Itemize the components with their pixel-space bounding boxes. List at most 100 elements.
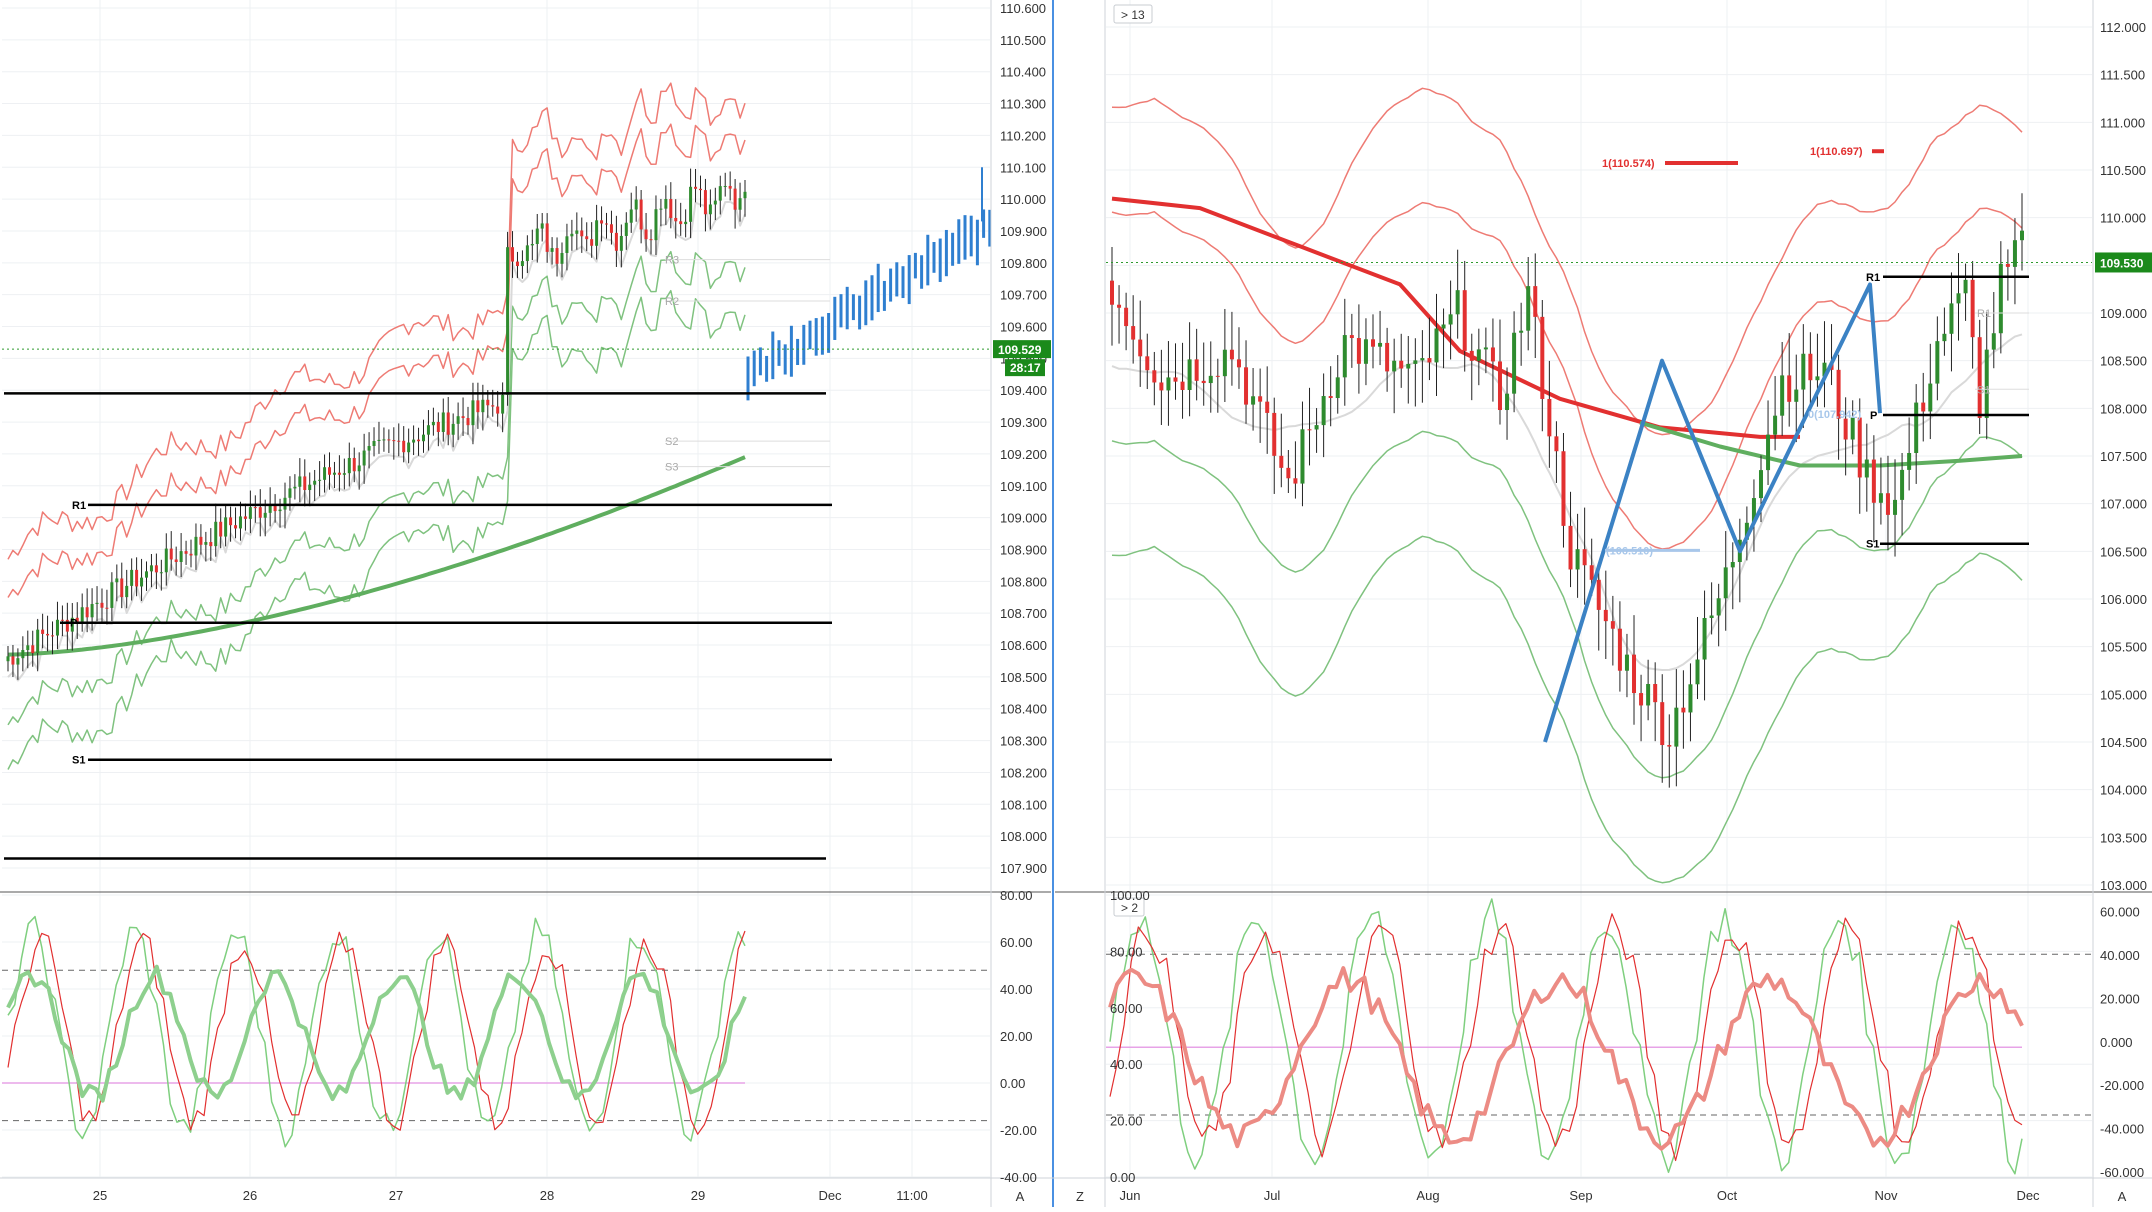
candle-body[interactable] — [1716, 598, 1721, 616]
candle-body[interactable] — [2012, 240, 2017, 267]
candle-body[interactable] — [1378, 342, 1383, 347]
candle-body[interactable] — [585, 236, 589, 240]
candle-body[interactable] — [308, 484, 312, 491]
candle-body[interactable] — [105, 607, 109, 609]
candle-body[interactable] — [1265, 401, 1270, 413]
candle-body[interactable] — [1490, 347, 1495, 362]
candle-body[interactable] — [337, 472, 341, 475]
candle-body[interactable] — [501, 394, 505, 414]
candle-body[interactable] — [614, 232, 618, 251]
candle-body[interactable] — [550, 248, 554, 252]
candle-body[interactable] — [471, 400, 475, 426]
candle-body[interactable] — [1208, 375, 1213, 384]
candle-body[interactable] — [1441, 324, 1446, 329]
candle-body[interactable] — [164, 548, 168, 573]
candle-body[interactable] — [634, 199, 638, 210]
candle-body[interactable] — [204, 542, 208, 545]
candle-body[interactable] — [1131, 326, 1136, 340]
candle-body[interactable] — [1822, 362, 1827, 377]
candle-body[interactable] — [1201, 380, 1206, 384]
candle-body[interactable] — [1554, 436, 1559, 452]
candle-body[interactable] — [219, 521, 223, 537]
candle-body[interactable] — [733, 188, 737, 210]
candle-body[interactable] — [1815, 376, 1820, 381]
candle-body[interactable] — [1857, 417, 1862, 478]
candle-body[interactable] — [530, 243, 534, 246]
candle-body[interactable] — [6, 656, 10, 662]
candle-body[interactable] — [476, 400, 480, 413]
candle-body[interactable] — [1836, 369, 1841, 419]
pane-toggle-bottom[interactable]: > 2 — [1113, 897, 1145, 917]
candle-body[interactable] — [238, 516, 242, 529]
candle-body[interactable] — [1526, 286, 1531, 331]
candle-body[interactable] — [1610, 621, 1615, 629]
candle-body[interactable] — [1582, 549, 1587, 566]
candle-body[interactable] — [1639, 693, 1644, 706]
candle-body[interactable] — [194, 536, 198, 556]
candle-body[interactable] — [1871, 459, 1876, 503]
candle-body[interactable] — [1547, 398, 1552, 437]
candle-body[interactable] — [1787, 375, 1792, 402]
candle-body[interactable] — [506, 247, 510, 395]
candle-body[interactable] — [367, 446, 371, 451]
candle-body[interactable] — [1173, 377, 1178, 382]
candle-body[interactable] — [1166, 377, 1171, 391]
candle-body[interactable] — [1356, 338, 1361, 364]
candle-body[interactable] — [624, 222, 628, 236]
candle-body[interactable] — [120, 578, 124, 598]
candle-body[interactable] — [80, 607, 84, 622]
candle-body[interactable] — [417, 439, 421, 442]
candle-body[interactable] — [1646, 684, 1651, 706]
candle-body[interactable] — [1914, 402, 1919, 454]
candle-body[interactable] — [293, 486, 297, 489]
candle-body[interactable] — [595, 220, 599, 246]
candle-body[interactable] — [1251, 396, 1256, 405]
candle-body[interactable] — [1702, 618, 1707, 660]
candle-body[interactable] — [1900, 469, 1905, 500]
candle-body[interactable] — [55, 619, 59, 636]
candle-body[interactable] — [708, 204, 712, 215]
candle-body[interactable] — [565, 236, 569, 253]
candle-body[interactable] — [1977, 337, 1982, 418]
candle-body[interactable] — [298, 476, 302, 487]
candle-body[interactable] — [253, 507, 257, 509]
candle-body[interactable] — [288, 488, 292, 498]
candle-body[interactable] — [1236, 359, 1241, 368]
candle-body[interactable] — [1138, 339, 1143, 357]
candle-body[interactable] — [90, 604, 94, 618]
candle-body[interactable] — [229, 517, 233, 526]
candle-body[interactable] — [466, 418, 470, 426]
candle-body[interactable] — [1893, 499, 1898, 515]
candle-body[interactable] — [1921, 402, 1926, 412]
candle-body[interactable] — [224, 517, 228, 537]
candle-body[interactable] — [407, 442, 411, 453]
candle-body[interactable] — [95, 602, 99, 605]
candle-body[interactable] — [1885, 493, 1890, 515]
candle-body[interactable] — [209, 542, 213, 547]
left-price-pane[interactable]: R1 P S1 R3 R2 S2 S3 — [2, 82, 992, 860]
candle-body[interactable] — [1512, 332, 1517, 394]
candle-body[interactable] — [1399, 360, 1404, 369]
candle-body[interactable] — [1420, 358, 1425, 361]
candle-body[interactable] — [496, 406, 500, 414]
candle-body[interactable] — [2005, 263, 2010, 267]
candle-body[interactable] — [125, 585, 129, 598]
candle-body[interactable] — [357, 465, 361, 472]
candle-body[interactable] — [1342, 335, 1347, 378]
candle-body[interactable] — [313, 480, 317, 485]
candle-body[interactable] — [1575, 549, 1580, 570]
candle-body[interactable] — [491, 405, 495, 407]
candle-body[interactable] — [431, 421, 435, 426]
candle-body[interactable] — [669, 199, 673, 218]
candle-body[interactable] — [214, 521, 218, 547]
candle-body[interactable] — [362, 450, 366, 466]
candle-body[interactable] — [372, 441, 376, 447]
candle-body[interactable] — [1758, 470, 1763, 499]
candle-body[interactable] — [590, 239, 594, 246]
candle-body[interactable] — [1371, 339, 1376, 347]
candle-body[interactable] — [674, 217, 678, 222]
candle-body[interactable] — [1709, 615, 1714, 619]
candle-body[interactable] — [723, 185, 727, 187]
candle-body[interactable] — [1963, 279, 1968, 294]
candle-body[interactable] — [689, 186, 693, 222]
